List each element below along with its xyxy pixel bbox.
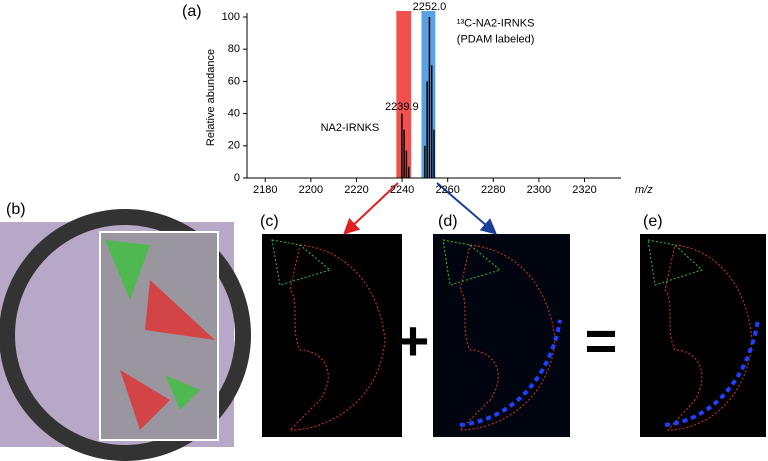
plus-sign: +	[397, 309, 430, 372]
y-tick-label: 100	[222, 11, 240, 23]
arrow	[436, 182, 498, 235]
highlight-band	[396, 11, 412, 178]
x-tick-label: 2300	[527, 184, 551, 196]
panel-label: (c)	[260, 213, 279, 230]
annotation: ¹³C-NA2-IRNKS	[457, 17, 535, 29]
y-tick-label: 80	[228, 43, 240, 55]
y-tick-label: 20	[228, 140, 240, 152]
x-tick-label: 2200	[299, 184, 323, 196]
x-tick-label: 2220	[344, 184, 368, 196]
ms-image	[262, 234, 402, 437]
spectrum-chart: 0 20 40 60 80 100 2180 2200 2220 2240 2260 2280 2300…	[205, 1, 653, 196]
panel-label: (a)	[182, 3, 202, 20]
x-tick-label: 2180	[253, 184, 277, 196]
panel-label: (e)	[643, 213, 663, 230]
panel-label: (b)	[6, 201, 26, 218]
x-axis-label: m/z	[635, 184, 653, 196]
equals-sign: =	[585, 309, 618, 372]
x-tick-label: 2240	[390, 184, 414, 196]
panel-label: (d)	[438, 213, 458, 230]
optical-image	[0, 209, 251, 461]
y-tick-label: 40	[228, 108, 240, 120]
annotation: 2252.0	[413, 1, 447, 13]
x-tick-label: 2280	[481, 184, 505, 196]
x-tick-label: 2260	[435, 184, 459, 196]
annotation: (PDAM labeled)	[457, 33, 535, 45]
ms-image	[640, 234, 766, 437]
annotation: NA2-IRNKS	[321, 122, 380, 134]
x-tick-label: 2320	[572, 184, 596, 196]
ms-image	[433, 234, 570, 437]
y-axis-label: Relative abundance	[205, 49, 217, 146]
arrow	[343, 182, 399, 235]
annotation: 2239.9	[385, 101, 419, 113]
y-tick-label: 0	[234, 172, 240, 184]
y-tick-label: 60	[228, 75, 240, 87]
